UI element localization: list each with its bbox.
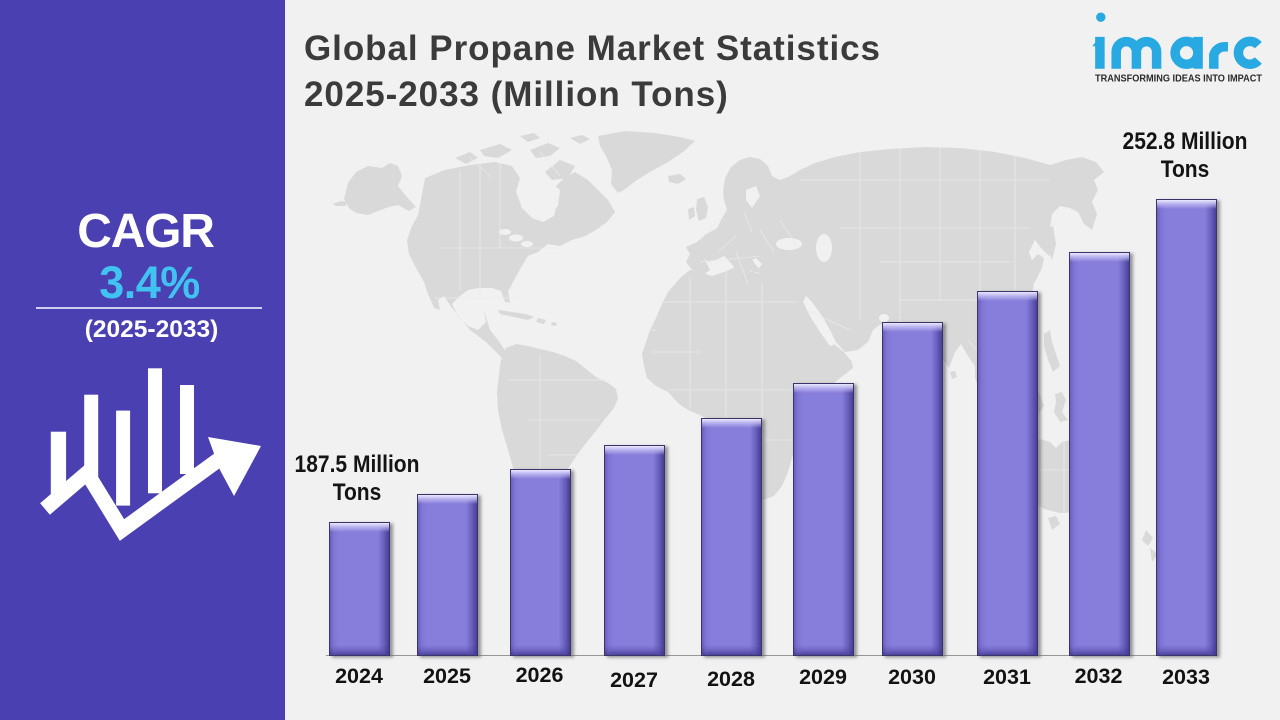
svg-text:TRANSFORMING IDEAS INTO IMPACT: TRANSFORMING IDEAS INTO IMPACT xyxy=(1095,74,1262,85)
